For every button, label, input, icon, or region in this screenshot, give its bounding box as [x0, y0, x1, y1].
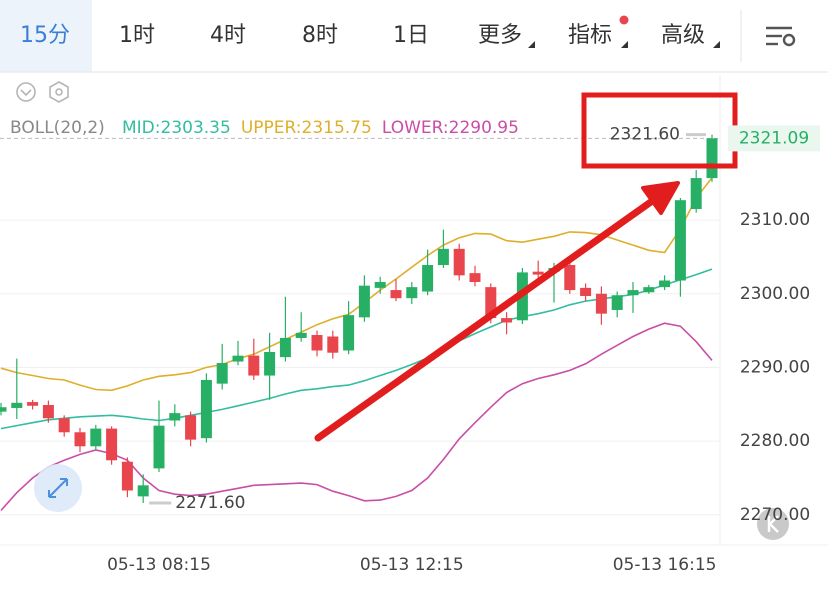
- candle-body: [595, 293, 607, 314]
- active-tab-bg: [0, 0, 92, 72]
- candle-body: [564, 265, 576, 291]
- tab[interactable]: 15分: [20, 23, 70, 48]
- candle-body: [42, 405, 54, 419]
- candle-body: [311, 335, 323, 351]
- candle-body: [90, 428, 102, 447]
- candle-body: [74, 432, 86, 447]
- max-label: 2321.60: [610, 125, 680, 145]
- legend-entry: MID:2303.35: [122, 118, 231, 138]
- candle-body: [437, 248, 449, 266]
- candle-body: [185, 415, 197, 440]
- candle-body: [327, 336, 339, 353]
- candle-body: [469, 273, 481, 282]
- candle-body: [343, 315, 355, 351]
- candle-body: [11, 402, 23, 408]
- tab[interactable]: 4时: [210, 23, 246, 48]
- tab[interactable]: 1日: [393, 23, 429, 48]
- plot: [0, 134, 720, 516]
- last-price-label: 2321.09: [739, 128, 809, 148]
- candle-body: [58, 418, 70, 433]
- candle-body: [169, 413, 181, 421]
- tab[interactable]: 高级: [661, 23, 705, 48]
- candle-body: [690, 178, 702, 210]
- candle-body: [106, 428, 118, 461]
- settings-icon[interactable]: [766, 26, 796, 47]
- candle-body: [27, 402, 39, 406]
- candle-body: [390, 290, 402, 299]
- band-line: [0, 268, 713, 430]
- candle-body: [264, 351, 276, 376]
- candle-body: [374, 281, 386, 288]
- collapse-icon[interactable]: [16, 82, 36, 102]
- candle-body: [706, 138, 718, 179]
- tab[interactable]: 8时: [302, 23, 338, 48]
- candle-body: [248, 355, 260, 376]
- candle-body: [643, 287, 655, 293]
- candle-body: [137, 485, 149, 497]
- dropdown-caret: [528, 41, 535, 48]
- tab[interactable]: 指标: [568, 23, 612, 48]
- candle-body: [232, 355, 244, 362]
- candle-body: [485, 287, 497, 319]
- dropdown-caret: [621, 41, 628, 48]
- candle-body: [406, 287, 418, 299]
- candle-body: [611, 295, 623, 310]
- tab[interactable]: 1时: [119, 23, 155, 48]
- band-line: [0, 322, 713, 511]
- expand-button[interactable]: [34, 464, 82, 512]
- candle-body: [0, 407, 7, 412]
- candle-body: [422, 265, 434, 292]
- candle-body: [674, 200, 686, 281]
- candle-body: [295, 332, 307, 338]
- dropdown-caret: [713, 41, 720, 48]
- x-tick-label: 05-13 16:15: [613, 555, 717, 575]
- min-label: 2271.60: [175, 493, 245, 513]
- band-line: [0, 177, 713, 392]
- gear-icon[interactable]: [49, 81, 69, 103]
- y-tick-label: 2280.00: [740, 431, 810, 451]
- trend-arrow: [314, 181, 680, 442]
- candle-body: [216, 363, 228, 384]
- y-tick-label: 2300.00: [740, 284, 810, 304]
- notify-dot: [619, 15, 629, 25]
- y-tick-label: 2270.00: [740, 505, 810, 525]
- candle-body: [501, 318, 513, 323]
- legend-entry: LOWER:2290.95: [382, 118, 519, 138]
- candle-body: [121, 461, 133, 491]
- candle-body: [200, 379, 212, 439]
- x-tick-label: 05-13 08:15: [107, 555, 211, 575]
- candle-body: [279, 337, 291, 358]
- tab[interactable]: 更多: [478, 23, 522, 48]
- candle-body: [659, 280, 671, 288]
- candle-body: [358, 285, 370, 318]
- candle-body: [627, 290, 639, 296]
- legend-entry: UPPER:2315.75: [241, 118, 372, 138]
- indicator-name: BOLL(20,2): [10, 118, 105, 138]
- y-tick-label: 2310.00: [740, 210, 810, 230]
- candle-body: [453, 248, 465, 276]
- candle-body: [532, 271, 544, 275]
- y-tick-label: 2290.00: [740, 357, 810, 377]
- candle-body: [153, 425, 165, 469]
- candle-body: [580, 287, 592, 296]
- last-price-bg: [728, 125, 820, 152]
- x-tick-label: 05-13 12:15: [360, 555, 464, 575]
- k-button[interactable]: [757, 508, 789, 540]
